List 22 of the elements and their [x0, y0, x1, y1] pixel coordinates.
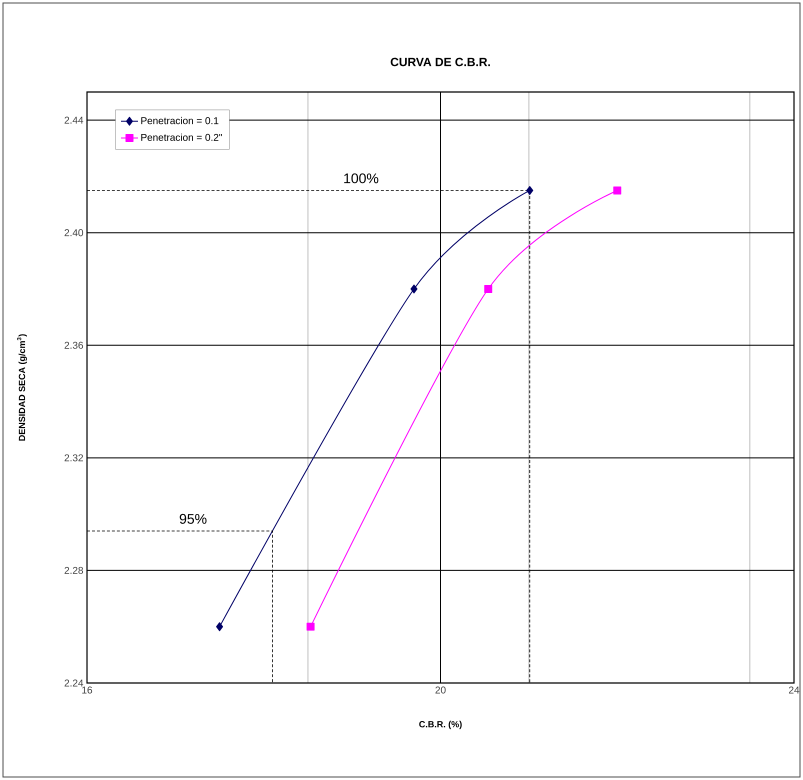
- point: [410, 284, 418, 294]
- point: [613, 186, 622, 194]
- x-axis-title: C.B.R. (%): [419, 720, 462, 730]
- legend-label: Penetracion = 0.1: [141, 116, 218, 124]
- y-tick-label: 2.36: [64, 342, 84, 349]
- point: [306, 622, 315, 631]
- y-tick-label: 2.44: [64, 116, 84, 124]
- x-tick-label: 24: [788, 686, 800, 694]
- x-tick-label: 20: [435, 686, 446, 694]
- chart-title: CURVA DE C.B.R.: [390, 58, 490, 66]
- legend-label: Penetracion = 0.2": [141, 134, 222, 141]
- y-tick-label: 2.28: [64, 566, 84, 574]
- point: [216, 622, 224, 632]
- annotation: 95%: [180, 514, 207, 524]
- annotation: 100%: [344, 173, 378, 184]
- y-tick-label: 2.32: [64, 454, 83, 462]
- point: [484, 285, 492, 293]
- y-axis-title: DENSIDAD SECA (g/cm$^{3}$): [17, 334, 27, 441]
- y-tick-label: 2.24: [64, 680, 84, 686]
- x-tick-label: 16: [82, 686, 92, 694]
- point: [526, 186, 534, 195]
- y-tick-label: 2.40: [64, 229, 84, 236]
